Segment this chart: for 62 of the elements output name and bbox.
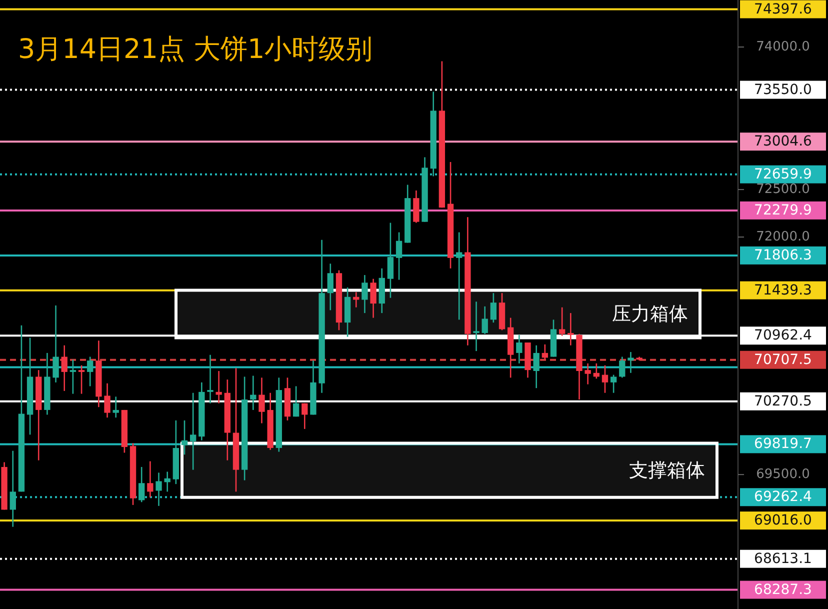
ref-line-label: 70270.5 — [754, 393, 812, 410]
y-tick-label: 72000.0 — [756, 230, 810, 245]
candlestick — [258, 377, 265, 424]
candlestick — [10, 450, 16, 528]
ref-line-label: 71806.3 — [754, 247, 812, 264]
ref-line-label: 71439.3 — [754, 282, 812, 298]
candlestick — [87, 356, 94, 387]
text: 3月14日21点 大饼1小时级别 — [18, 34, 373, 65]
candlestick — [490, 292, 497, 324]
candlestick — [207, 354, 214, 404]
candlestick — [533, 344, 540, 389]
y-tick-label: 72500.0 — [756, 182, 810, 198]
candlestick — [370, 278, 376, 318]
candlestick — [387, 222, 394, 298]
ref-line-label: 72279.9 — [754, 202, 812, 218]
candlestick — [584, 362, 591, 385]
candlestick — [164, 471, 170, 492]
candlestick — [482, 306, 488, 335]
candlestick — [473, 301, 480, 352]
ref-line-label: 69016.0 — [754, 512, 812, 529]
candlestick — [327, 262, 334, 311]
candlestick — [138, 466, 145, 503]
band-label: 压力箱体 — [612, 303, 688, 325]
ref-line-label: 74397.6 — [754, 1, 812, 18]
candlestick — [362, 274, 368, 314]
candlestick — [61, 344, 68, 392]
candlestick — [619, 356, 626, 378]
candlestick — [568, 312, 574, 346]
y-tick-label: 74000.0 — [756, 40, 810, 55]
ref-line-label: 73004.6 — [754, 134, 812, 150]
candlestick — [302, 402, 308, 430]
candlestick — [52, 304, 59, 384]
candlestick — [292, 386, 300, 418]
candlestick — [628, 351, 634, 374]
ref-line-label: 72659.9 — [754, 166, 812, 182]
candlestick — [542, 344, 548, 360]
candlestick — [70, 358, 76, 394]
candlestick — [516, 334, 522, 364]
ref-line-label: 69819.7 — [754, 436, 812, 452]
ref-line-label: 73550.0 — [754, 82, 812, 98]
candlestick — [610, 374, 617, 394]
candlestick — [456, 232, 462, 320]
ref-line-label: 70962.4 — [754, 328, 812, 344]
candlestick — [216, 370, 222, 404]
candlestick — [104, 382, 110, 418]
candlestick — [112, 396, 119, 418]
candlestick — [190, 392, 196, 470]
candlestick — [602, 364, 608, 394]
ref-line-label: 70707.5 — [754, 352, 812, 368]
candlestick — [558, 306, 566, 337]
ref-line-label: 68287.3 — [754, 582, 812, 598]
y-tick-label: 69500.0 — [756, 467, 810, 482]
ref-line-label: 68613.1 — [754, 550, 812, 567]
ref-line-label: 69262.4 — [754, 489, 812, 506]
candlestick — [250, 375, 256, 411]
candlestick — [78, 364, 85, 394]
candlestick — [181, 420, 188, 456]
band-label: 支撑箱体 — [629, 459, 705, 482]
candlestick — [413, 190, 420, 224]
candlestick — [396, 232, 402, 280]
candlestick — [147, 460, 154, 498]
candlestick — [156, 472, 162, 507]
